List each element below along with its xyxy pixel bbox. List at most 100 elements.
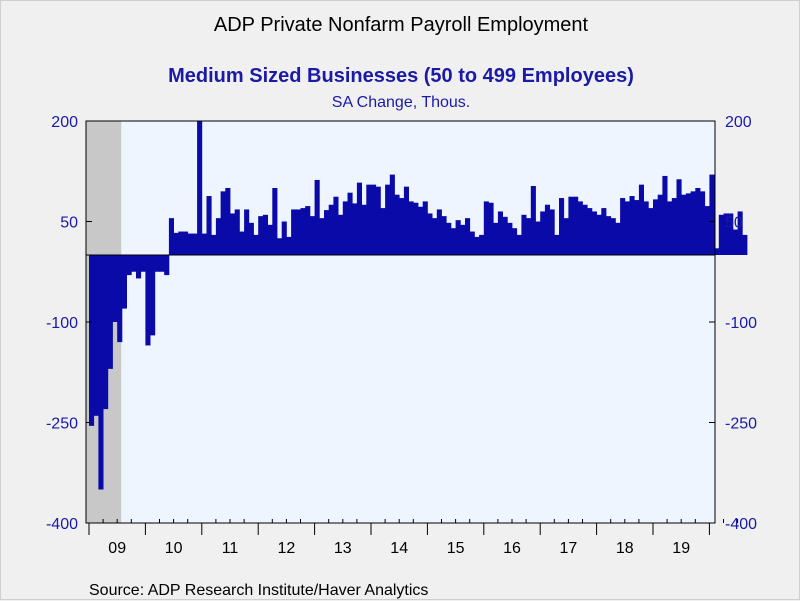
bar <box>389 174 395 255</box>
bar <box>690 191 696 255</box>
bar <box>98 255 104 490</box>
bar <box>483 201 489 255</box>
y-tick-label-left: -400 <box>46 516 78 533</box>
bar <box>657 194 663 255</box>
bar <box>107 255 113 369</box>
bar <box>333 196 339 255</box>
bar <box>441 216 447 255</box>
bar <box>178 231 184 255</box>
bar <box>403 186 409 255</box>
bar <box>526 218 532 255</box>
bar <box>248 222 254 255</box>
y-axis: 200 200 50 50 -100 -100 -250 -250 -400 -400 <box>46 114 757 533</box>
bar <box>408 201 414 255</box>
bar <box>549 209 555 255</box>
x-tick-label: 17 <box>560 540 578 557</box>
bar <box>206 196 212 255</box>
bar <box>488 202 494 255</box>
bar <box>610 218 616 255</box>
bar <box>230 213 236 255</box>
chart-source: Source: ADP Research Institute/Haver Ana… <box>89 582 428 599</box>
bar <box>112 255 118 322</box>
bar <box>267 224 273 255</box>
bar <box>121 255 127 309</box>
bar <box>168 218 174 255</box>
bar <box>244 209 250 255</box>
bar <box>662 175 668 255</box>
bar <box>709 174 715 255</box>
bar <box>277 238 283 255</box>
bar <box>145 255 151 346</box>
bar <box>507 222 513 255</box>
bar <box>530 185 536 255</box>
bar <box>291 209 297 255</box>
bar <box>685 193 691 255</box>
bar <box>587 208 593 255</box>
bar <box>620 198 626 255</box>
bar <box>502 216 508 255</box>
bar <box>338 214 344 255</box>
bar <box>648 208 654 255</box>
bar <box>714 248 720 255</box>
bar <box>319 218 325 255</box>
bar <box>103 255 109 410</box>
bar <box>361 204 367 255</box>
x-tick-label: 15 <box>447 540 465 557</box>
bar <box>723 213 729 255</box>
y-tick-label-right: 200 <box>725 114 752 131</box>
plot-area <box>86 121 715 523</box>
bar <box>742 234 748 255</box>
bar <box>187 233 193 255</box>
bar <box>286 236 292 255</box>
y-tick-label-left: -100 <box>46 315 78 332</box>
x-tick-label: 12 <box>278 540 296 557</box>
bar <box>676 179 682 255</box>
bar <box>427 213 433 255</box>
bar <box>577 201 583 255</box>
bar <box>258 216 264 255</box>
x-tick-label: 19 <box>672 540 690 557</box>
bar <box>601 208 607 255</box>
bar <box>192 233 198 255</box>
bar <box>314 179 320 255</box>
x-tick-label: 14 <box>390 540 408 557</box>
chart-title: ADP Private Nonfarm Payroll Employment <box>214 14 589 36</box>
bar <box>239 231 245 255</box>
bar <box>695 188 701 255</box>
bar <box>352 203 358 255</box>
bar <box>512 228 518 255</box>
bar <box>197 121 203 255</box>
y-tick-label-right: -250 <box>725 416 757 433</box>
y-tick-label-left: 200 <box>51 114 78 131</box>
bar <box>559 198 565 255</box>
bar <box>436 209 442 255</box>
bar <box>117 255 123 343</box>
bar <box>638 184 644 255</box>
x-axis: 09 10 11 12 13 14 15 16 17 18 19 <box>88 519 739 557</box>
bar <box>573 196 579 255</box>
bar <box>737 211 743 255</box>
bar <box>154 255 160 272</box>
bar <box>328 204 334 255</box>
y-tick-label-left: 50 <box>60 215 78 232</box>
bar <box>159 255 165 272</box>
bar <box>126 255 132 276</box>
bar <box>544 204 550 255</box>
bar <box>324 210 330 255</box>
y-tick-label-right: -100 <box>725 315 757 332</box>
bar <box>173 232 179 255</box>
bar <box>347 192 353 255</box>
bar <box>606 216 612 255</box>
bar <box>262 214 268 255</box>
bar <box>704 206 710 255</box>
bar <box>295 209 301 255</box>
bar <box>554 234 560 255</box>
bar <box>220 191 226 255</box>
bar <box>342 201 348 255</box>
bar <box>234 209 240 255</box>
bar <box>183 231 189 255</box>
bar <box>634 200 640 255</box>
bar <box>728 213 734 255</box>
bar <box>380 208 386 255</box>
